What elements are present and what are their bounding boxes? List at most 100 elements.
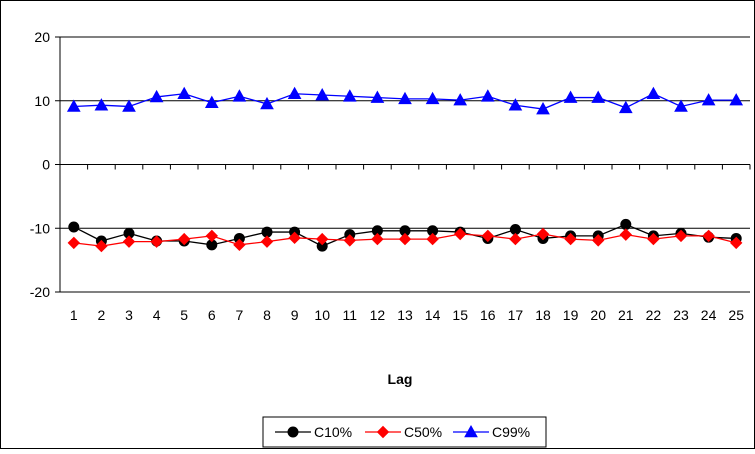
x-tick-label: 19 — [563, 307, 579, 323]
data-point-c99 — [591, 90, 606, 103]
x-tick-label: 20 — [590, 307, 606, 323]
legend-label: C10% — [314, 424, 352, 440]
data-point-c50 — [426, 232, 439, 246]
x-tick-label: 18 — [535, 307, 551, 323]
data-point-c50 — [453, 227, 467, 241]
data-point-c50 — [702, 229, 715, 243]
series-c50 — [67, 227, 743, 253]
x-tick-label: 1 — [70, 307, 78, 323]
data-point-c99 — [232, 89, 247, 102]
data-point-c99 — [177, 86, 192, 100]
data-point-c50 — [67, 236, 81, 250]
data-point-c50 — [315, 232, 329, 246]
data-point-c99 — [342, 89, 357, 102]
data-point-c50 — [536, 227, 550, 241]
x-tick-label: 21 — [618, 307, 634, 323]
x-tick-label: 12 — [370, 307, 386, 323]
data-point-c99 — [315, 87, 330, 101]
y-tick-label: -10 — [30, 220, 50, 236]
x-tick-label: 9 — [291, 307, 299, 323]
data-point-c10 — [620, 218, 632, 230]
x-tick-label: 10 — [314, 307, 330, 323]
x-tick-label: 8 — [263, 307, 271, 323]
x-tick-label: 7 — [236, 307, 244, 323]
data-point-c99 — [674, 99, 688, 112]
x-tick-label: 23 — [673, 307, 689, 323]
data-point-c99 — [149, 89, 164, 103]
series-c99 — [66, 86, 744, 115]
data-point-c50 — [619, 228, 633, 241]
x-tick-label: 16 — [480, 307, 496, 323]
legend-item-c99: C99% — [453, 424, 530, 440]
legend-marker — [376, 425, 390, 439]
data-point-c99 — [94, 98, 109, 111]
x-tick-label: 13 — [397, 307, 413, 323]
data-point-c50 — [122, 235, 136, 248]
data-point-c50 — [674, 229, 688, 243]
data-point-c99 — [480, 89, 495, 102]
data-point-c99 — [260, 96, 274, 110]
x-tick-label: 4 — [153, 307, 161, 323]
legend-label: C50% — [404, 424, 442, 440]
data-point-c50 — [95, 239, 108, 253]
x-tick-label: 25 — [728, 307, 744, 323]
data-point-c50 — [564, 232, 577, 246]
data-point-c50 — [481, 229, 495, 243]
legend-marker — [287, 426, 299, 438]
legend-box — [262, 416, 547, 448]
y-tick-label: -20 — [30, 284, 50, 300]
x-tick-label: 22 — [646, 307, 662, 323]
data-point-c99 — [508, 98, 523, 111]
data-point-c50 — [729, 236, 743, 250]
data-point-c10 — [68, 221, 80, 233]
data-point-c50 — [177, 232, 191, 246]
x-tick-label: 17 — [508, 307, 524, 323]
legend-item-c10: C10% — [275, 424, 352, 440]
data-point-c50 — [371, 232, 384, 246]
data-point-c50 — [260, 235, 274, 248]
legend-item-c50: C50% — [365, 424, 442, 440]
x-tick-label: 24 — [701, 307, 717, 323]
data-point-c99 — [66, 99, 81, 112]
x-tick-label: 6 — [208, 307, 216, 323]
x-axis-label: Lag — [388, 371, 413, 387]
data-point-c50 — [150, 235, 163, 248]
data-point-c99 — [453, 93, 468, 106]
y-tick-label: 20 — [34, 29, 50, 45]
data-point-c99 — [646, 86, 661, 100]
x-tick-label: 2 — [98, 307, 106, 323]
data-point-c50 — [398, 232, 412, 246]
x-tick-label: 15 — [452, 307, 468, 323]
data-point-c50 — [647, 232, 660, 246]
x-tick-label: 3 — [125, 307, 133, 323]
legend-marker — [464, 424, 478, 438]
x-tick-label: 11 — [343, 307, 358, 323]
data-point-c99 — [425, 91, 440, 105]
data-point-c99 — [287, 86, 302, 100]
data-point-c99 — [122, 99, 136, 112]
legend: C10% C50% C99% — [262, 416, 547, 448]
data-point-c99 — [398, 91, 412, 105]
data-point-c50 — [288, 231, 301, 245]
data-point-c50 — [509, 232, 522, 246]
data-point-c99 — [536, 102, 550, 115]
data-point-c99 — [204, 95, 219, 108]
x-tick-label: 5 — [180, 307, 188, 323]
legend-label: C99% — [492, 424, 530, 440]
y-tick-label: 10 — [34, 93, 50, 109]
data-point-c99 — [729, 93, 744, 106]
data-point-c50 — [343, 234, 357, 247]
data-point-c99 — [701, 93, 716, 106]
data-point-c99 — [618, 100, 633, 114]
y-tick-label: 0 — [42, 157, 50, 173]
data-point-c50 — [591, 234, 605, 247]
data-point-c50 — [205, 229, 219, 243]
x-tick-label: 14 — [425, 307, 441, 323]
series — [66, 86, 744, 253]
data-point-c99 — [563, 90, 578, 103]
data-point-c99 — [370, 90, 385, 103]
